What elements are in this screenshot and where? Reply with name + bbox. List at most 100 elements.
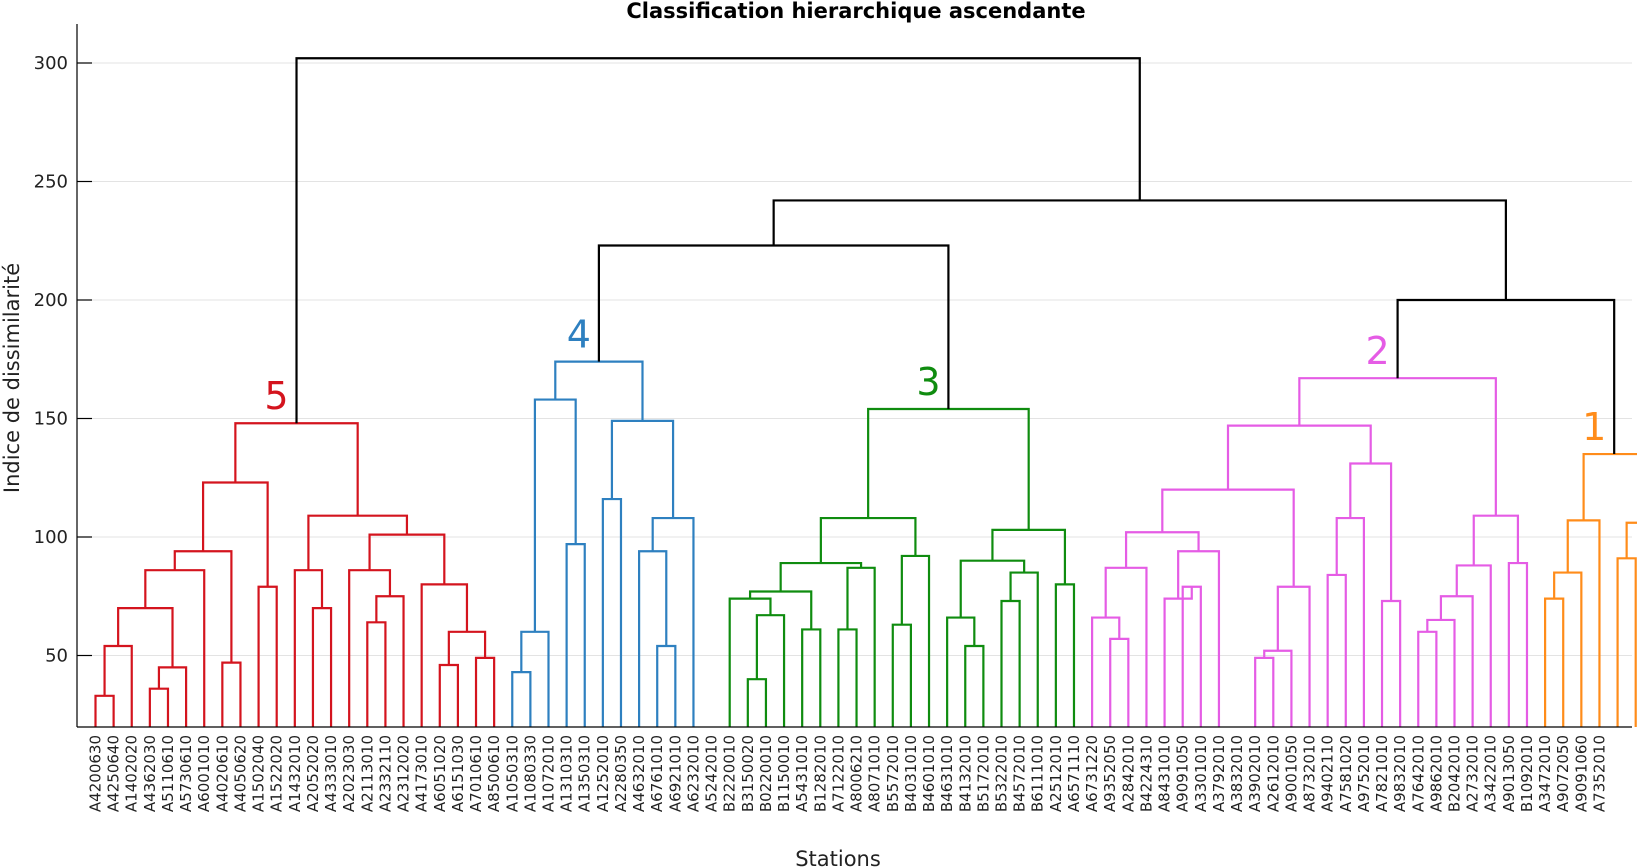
leaf-label: A3792010 — [1210, 735, 1228, 812]
leaf-label: B0220010 — [757, 735, 775, 812]
leaf-label: A9862010 — [1427, 735, 1445, 812]
leaf-label: A7821010 — [1373, 735, 1391, 812]
leaf-label: B5322010 — [993, 735, 1011, 812]
dendrogram-link — [1616, 557, 1637, 727]
dendrogram-link — [1625, 521, 1637, 559]
leaf-label: A2732010 — [1464, 735, 1482, 812]
dendrogram-link — [234, 422, 359, 516]
leaf-label: A2512010 — [1047, 735, 1065, 812]
leaf-label: B5572010 — [884, 735, 902, 812]
dendrogram-link — [1263, 649, 1293, 727]
dendrogram-link — [368, 533, 446, 585]
leaf-label: A1402020 — [123, 735, 141, 812]
dendrogram-link — [1000, 599, 1021, 727]
leaf-label: A1432010 — [286, 735, 304, 812]
leaf-label: A7010610 — [467, 735, 485, 812]
dendrogram-link — [148, 687, 170, 727]
leaf-label: A4632010 — [630, 735, 648, 812]
dendrogram-link — [554, 360, 644, 421]
leaf-label: A4362030 — [141, 735, 159, 812]
y-tick-label: 100 — [34, 527, 68, 548]
leaf-label: B1150010 — [775, 735, 793, 812]
leaf-label: A7352010 — [1590, 735, 1608, 812]
dendrogram-link — [201, 481, 269, 587]
leaf-label: A9013050 — [1500, 735, 1518, 812]
leaf-label: B2220010 — [721, 735, 739, 812]
cluster-labels: 5 4 3 2 1 — [264, 313, 1606, 449]
dendrogram-link — [651, 516, 695, 727]
leaf-label: A2052020 — [304, 735, 322, 812]
leaf-label: A9091060 — [1572, 735, 1590, 812]
leaf-label: B4224310 — [1137, 735, 1155, 812]
dendrogram-link — [656, 644, 677, 727]
dendrogram-link — [257, 585, 278, 727]
dendrogram-link — [1177, 550, 1221, 727]
dendrogram-link — [173, 550, 233, 663]
dendrogram-link — [991, 528, 1067, 585]
leaf-label: B1282010 — [811, 735, 829, 812]
leaf-label: A2280350 — [612, 735, 630, 812]
dendrogram-link — [1163, 586, 1193, 727]
leaf-label: A3902010 — [1246, 735, 1264, 812]
dendrogram-link — [117, 607, 174, 668]
leaf-label: A9352050 — [1101, 735, 1119, 812]
dendrogram-link — [1124, 531, 1200, 568]
dendrogram-link — [447, 630, 487, 665]
dendrogram-link — [1544, 597, 1565, 727]
leaf-label: A1252010 — [594, 735, 612, 812]
dendrogram-link — [307, 514, 409, 571]
y-tick-label: 250 — [34, 172, 68, 193]
dendrogram-link — [837, 628, 858, 727]
leaf-label: A9402110 — [1319, 735, 1337, 812]
leaf-label: A6001010 — [195, 735, 213, 812]
dendrogram-link — [1181, 585, 1202, 727]
leaf-label: A6731220 — [1083, 735, 1101, 812]
leaf-label: A6571110 — [1065, 735, 1083, 812]
dendrogram-link — [1426, 618, 1456, 727]
y-tick-label: 50 — [45, 646, 68, 667]
leaf-label: A8431010 — [1156, 735, 1174, 812]
dendrogram-link — [964, 644, 985, 727]
leaf-label: A8006210 — [848, 735, 866, 812]
leaf-label: A3301010 — [1192, 735, 1210, 812]
dendrogram-link — [438, 663, 459, 727]
leaf-label: A7642010 — [1409, 735, 1427, 812]
leaf-label: A8500610 — [485, 735, 503, 812]
leaf-label: A1522020 — [268, 735, 286, 812]
leaf-labels: A4200630 A4250640 A1402020 A4362030 A5110610… — [87, 735, 1609, 812]
dendrogram-link — [375, 595, 405, 727]
dendrogram-link — [221, 661, 242, 727]
dendrogram-link — [1009, 571, 1039, 727]
y-axis-title: Indice de dissimilarité — [0, 263, 24, 493]
dendrogram-link — [1380, 599, 1402, 727]
dendrogram-link — [295, 57, 1141, 424]
chart-title: Classification hierarchique ascendante — [626, 0, 1085, 23]
leaf-label: A6921010 — [666, 735, 684, 812]
leaf-label: A1310310 — [558, 735, 576, 812]
dendrogram-link — [1326, 573, 1347, 727]
dendrogram-link — [946, 616, 976, 727]
dendrogram-link — [311, 607, 333, 727]
dendrogram-link — [474, 656, 496, 727]
leaf-label: B4572010 — [1011, 735, 1029, 812]
gridlines — [77, 62, 1632, 656]
leaf-label: B2042010 — [1446, 735, 1464, 812]
dendrogram-link — [1254, 656, 1275, 727]
leaf-label: A5242010 — [703, 735, 721, 812]
leaf-label: B5172010 — [974, 735, 992, 812]
dendrogram-link — [1566, 519, 1601, 727]
leaf-label: A9072050 — [1554, 735, 1572, 812]
leaf-label: A9001050 — [1282, 735, 1300, 812]
dendrogram-link — [748, 590, 813, 630]
dendrogram-link — [1161, 488, 1295, 587]
leaf-label: B1092010 — [1518, 735, 1536, 812]
leaf-label: A4050620 — [231, 735, 249, 812]
dendrogram-link — [597, 244, 950, 410]
cluster-label: 5 — [264, 374, 288, 418]
leaf-label: A2312020 — [395, 735, 413, 812]
dendrogram-link — [157, 666, 188, 727]
dendrogram-link — [1472, 514, 1520, 566]
dendrogram-link — [1455, 564, 1492, 727]
dendrogram-links — [94, 57, 1637, 727]
leaf-label: A3472010 — [1536, 735, 1554, 812]
